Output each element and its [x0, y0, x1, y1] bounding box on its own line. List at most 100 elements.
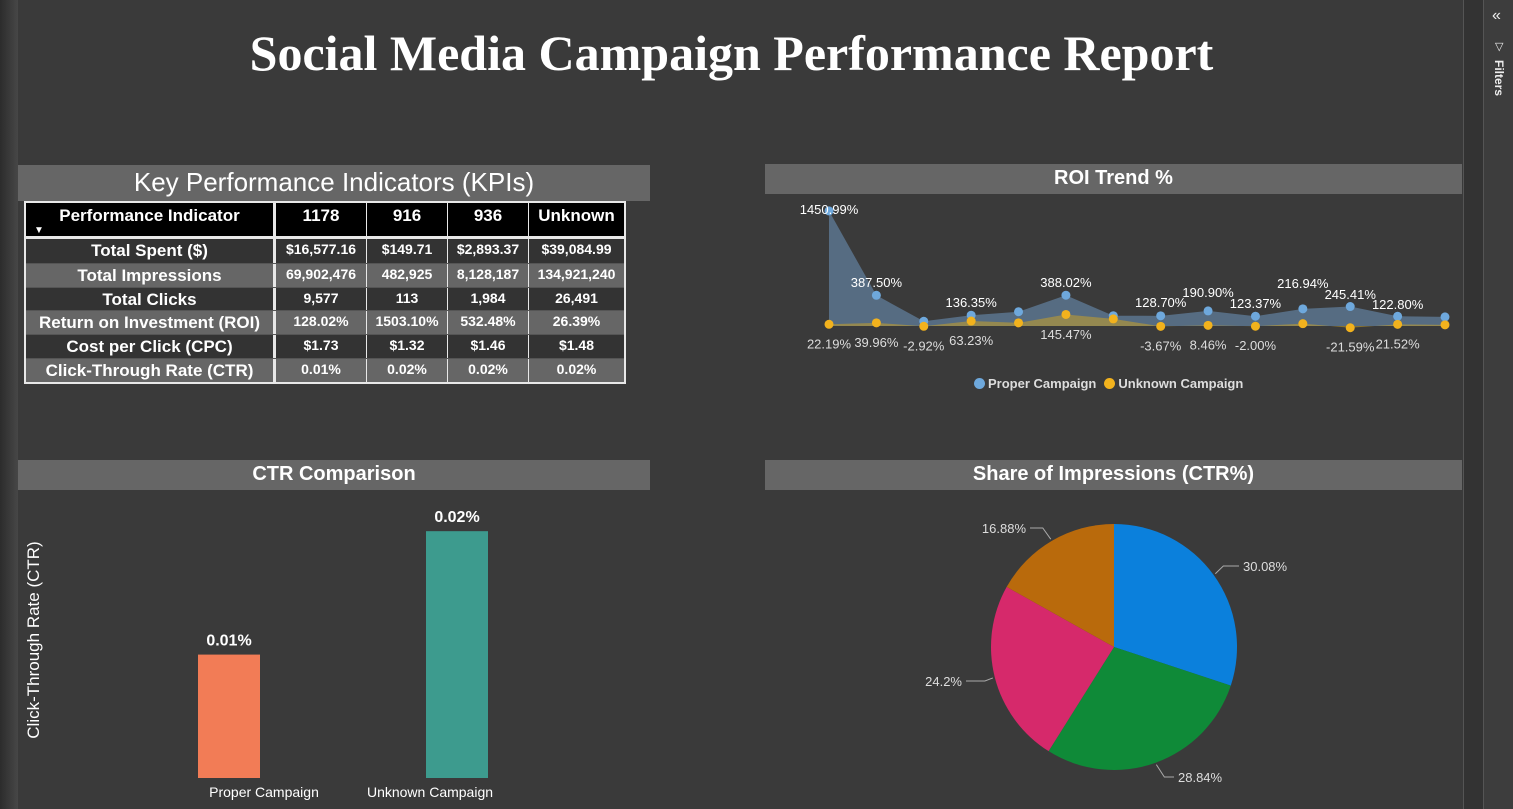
data-point [1393, 311, 1403, 321]
data-label: 63.23% [949, 333, 994, 348]
table-row: Total Spent ($) $16,577.16 $149.71 $2,893.3… [26, 239, 624, 263]
legend-item-proper[interactable]: Proper Campaign [974, 376, 1096, 391]
table-row: Click-Through Rate (CTR) 0.01% 0.02% 0.02% 0… [26, 357, 624, 382]
canvas-left-edge [0, 0, 18, 809]
funnel-icon: ▽ [1495, 41, 1504, 53]
pane-divider [1463, 0, 1483, 809]
filters-label[interactable]: Filters [1492, 60, 1506, 97]
table-cell: $1.32 [367, 335, 448, 358]
x-tick-label: Unknown Campaign [367, 784, 493, 800]
data-label: 39.96% [854, 335, 899, 350]
double-chevron-left-icon[interactable]: « [1492, 7, 1501, 24]
column-header[interactable]: 1178 [276, 203, 367, 236]
series-area-proper [829, 210, 1445, 327]
table-cell: 1,984 [448, 287, 529, 311]
pie-leader-line [1155, 764, 1174, 778]
legend-label: Unknown Campaign [1118, 376, 1244, 391]
data-label: 136.35% [945, 295, 997, 310]
series-area-unknown [829, 314, 1445, 328]
table-row: Return on Investment (ROI) 128.02% 1503.10… [26, 310, 624, 335]
table-cell: 0.02% [556, 360, 597, 377]
row-label: Cost per Click (CPC) [26, 335, 276, 358]
column-header[interactable]: 916 [367, 203, 448, 236]
data-label: -21.59% [1326, 340, 1375, 355]
pie-slice-label: 28.84% [1178, 770, 1223, 785]
bar-value-label: 0.02% [434, 509, 479, 526]
data-point [1203, 306, 1213, 316]
data-point [1440, 320, 1450, 330]
data-label: 22.19% [807, 336, 852, 351]
table-cell: 134,921,240 [537, 265, 616, 282]
legend-marker [974, 378, 985, 389]
pie-slice [1048, 647, 1231, 770]
filters-pane[interactable]: « ▽ Filters [1483, 0, 1513, 809]
table-row: Cost per Click (CPC) $1.73 $1.32 $1.46 $1.48 [26, 334, 624, 358]
legend-item-unknown[interactable]: Unknown Campaign [1104, 376, 1243, 391]
pie-slice [1114, 524, 1237, 686]
table-cell: 0.02% [448, 358, 529, 382]
table-cell: 26.39% [552, 313, 601, 330]
table-cell: 26,491 [555, 289, 598, 306]
table-cell: 0.02% [367, 358, 448, 382]
pie-slice [991, 586, 1114, 752]
data-label: 245.41% [1325, 287, 1377, 302]
data-label: 122.80% [1372, 297, 1424, 312]
data-point [1393, 319, 1403, 329]
ctr-panel-title: CTR Comparison [18, 460, 650, 490]
column-header[interactable]: 936 [448, 203, 529, 236]
x-tick-label: Proper Campaign [209, 784, 319, 800]
data-point [1108, 314, 1118, 324]
column-header-indicator[interactable]: Performance Indicator [26, 203, 276, 236]
data-point [1156, 311, 1166, 321]
kpi-table: Performance Indicator ▼ 1178 916 936 Unk… [24, 201, 626, 384]
data-point [1014, 307, 1024, 317]
bar-value-label: 0.01% [206, 633, 251, 650]
data-label: 1450.99% [800, 202, 859, 217]
table-cell: 532.48% [448, 311, 529, 335]
table-row: Total Impressions 69,902,476 482,925 8,128,… [26, 262, 624, 287]
table-cell: 0.01% [276, 358, 367, 382]
table-row: Total Clicks 9,577 113 1,984 26,491 [26, 286, 624, 311]
data-label: 21.52% [1376, 336, 1421, 351]
data-label: 387.50% [851, 275, 903, 290]
data-point [919, 321, 929, 331]
table-cell: $16,577.16 [276, 239, 367, 263]
bar [426, 531, 488, 778]
table-cell: $39,084.99 [541, 241, 612, 257]
data-point [824, 206, 834, 216]
data-label: -3.67% [1140, 338, 1182, 353]
data-point [871, 318, 881, 328]
column-header[interactable]: Unknown [538, 206, 615, 225]
table-cell: $149.71 [367, 239, 448, 263]
data-label: 123.37% [1230, 296, 1282, 311]
table-cell: 482,925 [367, 263, 448, 287]
row-label: Total Clicks [26, 287, 276, 311]
data-point [1345, 302, 1355, 312]
data-point [1345, 323, 1355, 333]
roi-legend: Proper Campaign Unknown Campaign [974, 376, 1243, 391]
pie-slice-label: 24.2% [925, 674, 962, 689]
pie-leader-line [1030, 527, 1052, 540]
row-label: Total Spent ($) [26, 239, 276, 263]
legend-marker [1104, 378, 1116, 389]
data-label: 128.70% [1135, 295, 1187, 310]
report-title: Social Media Campaign Performance Report [249, 25, 1214, 81]
kpi-table-header: Performance Indicator ▼ 1178 916 936 Unk… [26, 203, 624, 239]
table-cell: $1.73 [276, 335, 367, 358]
data-label: 145.47% [1040, 327, 1092, 342]
data-point [966, 310, 976, 320]
sort-descending-icon[interactable]: ▼ [34, 225, 44, 236]
table-cell: $2,893.37 [448, 239, 529, 263]
legend-label: Proper Campaign [988, 376, 1097, 391]
data-point [1440, 312, 1450, 322]
kpi-panel-title: Key Performance Indicators (KPIs) [18, 165, 650, 201]
data-point [871, 290, 881, 300]
row-label: Return on Investment (ROI) [26, 311, 276, 335]
data-point [1108, 311, 1118, 321]
roi-trend-panel-title: ROI Trend % [765, 164, 1462, 194]
data-label: -2.00% [1235, 338, 1277, 353]
data-point [1014, 318, 1024, 328]
